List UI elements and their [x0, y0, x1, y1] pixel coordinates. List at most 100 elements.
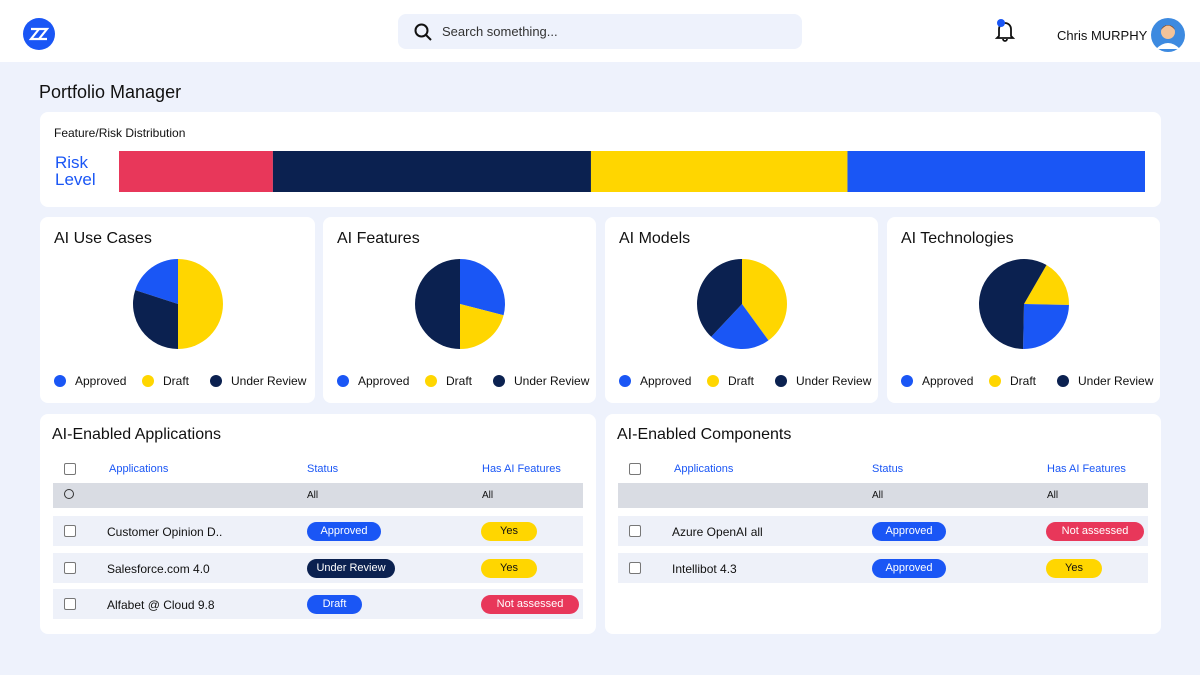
app-name: Salesforce.com 4.0 — [107, 561, 210, 576]
legend-dot — [901, 375, 913, 387]
legend-label: Approved — [922, 374, 974, 388]
chart-card: AI Technologies Approved Draft Under Review — [887, 217, 1160, 403]
row-checkbox[interactable] — [629, 561, 641, 574]
chart-title: AI Features — [337, 230, 420, 247]
row-checkbox[interactable] — [64, 598, 76, 610]
status-pill: Under Review — [307, 558, 395, 578]
column-header[interactable]: Applications — [109, 463, 169, 475]
filter-value[interactable]: All — [482, 490, 494, 501]
pie-chart — [132, 259, 223, 349]
table-card: AI-Enabled Applications Applications Statu… — [40, 414, 596, 634]
column-header[interactable]: Status — [872, 463, 904, 475]
legend-label: Draft — [163, 374, 190, 388]
legend-dot — [337, 375, 349, 387]
chart-card: AI Use Cases Approved Draft Under Review — [40, 217, 315, 403]
logo[interactable] — [22, 17, 56, 51]
column-header[interactable]: Applications — [674, 463, 734, 475]
status-pill: Draft — [307, 595, 362, 614]
legend-label: Under Review — [1078, 374, 1154, 388]
table-title: AI-Enabled Applications — [52, 426, 221, 443]
app-name: Alfabet @ Cloud 9.8 — [107, 598, 215, 612]
legend-dot — [989, 375, 1001, 387]
filter-value[interactable]: All — [307, 490, 319, 501]
status-pill: Approved — [872, 558, 946, 578]
legend-label: Draft — [728, 374, 755, 388]
filter-row — [53, 483, 583, 508]
row-checkbox[interactable] — [629, 525, 641, 537]
chart-title: AI Models — [619, 230, 691, 247]
legend-dot — [1057, 375, 1069, 387]
app-name: Customer Opinion D.. — [107, 525, 223, 539]
risk-segment — [119, 151, 273, 192]
legend-label: Under Review — [514, 374, 590, 388]
legend-label: Draft — [1010, 374, 1037, 388]
status-pill: Not assessed — [481, 595, 579, 614]
pie-slice — [414, 259, 460, 349]
user-name[interactable]: Chris MURPHY — [1057, 28, 1148, 43]
app-name: Azure OpenAI all — [672, 525, 763, 539]
legend-label: Draft — [446, 374, 473, 388]
status-pill: Approved — [307, 522, 381, 541]
filter-row — [618, 483, 1148, 508]
pie-slice — [696, 259, 742, 337]
column-header[interactable]: Has AI Features — [1047, 463, 1126, 475]
risk-segment — [590, 151, 848, 192]
legend-label: Approved — [640, 374, 692, 388]
legend-dot — [707, 375, 719, 387]
pie-slice — [741, 259, 787, 341]
risk-card: Feature/Risk Distribution Risk Level — [40, 112, 1161, 207]
pie-slice — [1022, 304, 1069, 349]
risk-bar — [119, 151, 1145, 192]
status-pill: Approved — [872, 522, 946, 541]
avatar[interactable] — [1151, 18, 1185, 52]
chart-card: AI Features Approved Draft Under Review — [323, 217, 596, 403]
pie-slice — [177, 259, 223, 349]
search-placeholder: Search something... — [442, 24, 558, 39]
filter-value[interactable]: All — [1047, 490, 1059, 501]
chart-title: AI Use Cases — [54, 230, 152, 247]
column-header[interactable]: Status — [307, 463, 339, 475]
search-box[interactable]: Search something... — [398, 14, 802, 49]
pie-slice — [132, 290, 178, 349]
pie-chart — [978, 259, 1069, 349]
row-checkbox[interactable] — [64, 525, 76, 537]
legend-label: Approved — [358, 374, 410, 388]
chart-title: AI Technologies — [901, 230, 1014, 247]
column-header[interactable]: Has AI Features — [482, 463, 561, 475]
pie-slice — [459, 259, 505, 316]
header-checkbox[interactable] — [64, 463, 76, 475]
pie-slice — [134, 259, 178, 304]
chart-card: AI Models Approved Draft Under Review — [605, 217, 878, 403]
risk-title: Feature/Risk Distribution — [54, 126, 186, 140]
risk-segment — [272, 151, 591, 192]
row-checkbox[interactable] — [64, 561, 76, 574]
page-title: Portfolio Manager — [39, 82, 182, 102]
legend-dot — [425, 375, 437, 387]
table-card: AI-Enabled Components Applications Status H… — [605, 414, 1161, 634]
pie-slice — [1023, 265, 1069, 305]
table-title: AI-Enabled Components — [617, 426, 792, 443]
filter-search-icon — [64, 489, 74, 499]
risk-label: Risk Level — [55, 153, 96, 189]
risk-segment — [847, 151, 1145, 192]
app-name: Intellibot 4.3 — [672, 561, 737, 576]
pie-chart — [696, 259, 787, 349]
pie-slice — [710, 304, 768, 349]
notification-bell[interactable] — [992, 18, 1018, 44]
legend-dot — [619, 375, 631, 387]
legend-label: Under Review — [796, 374, 872, 388]
header-checkbox[interactable] — [629, 463, 641, 475]
search-icon — [414, 23, 432, 41]
pie-chart — [414, 259, 505, 349]
status-pill: Yes — [481, 558, 537, 578]
legend-label: Under Review — [231, 374, 307, 388]
filter-value[interactable]: All — [872, 490, 884, 501]
pie-slice — [459, 304, 504, 349]
pie-slice — [978, 259, 1046, 349]
legend-dot — [493, 375, 505, 387]
status-pill: Yes — [1046, 558, 1102, 578]
status-pill: Not assessed — [1046, 522, 1144, 541]
legend-dot — [142, 375, 154, 387]
legend-dot — [210, 375, 222, 387]
